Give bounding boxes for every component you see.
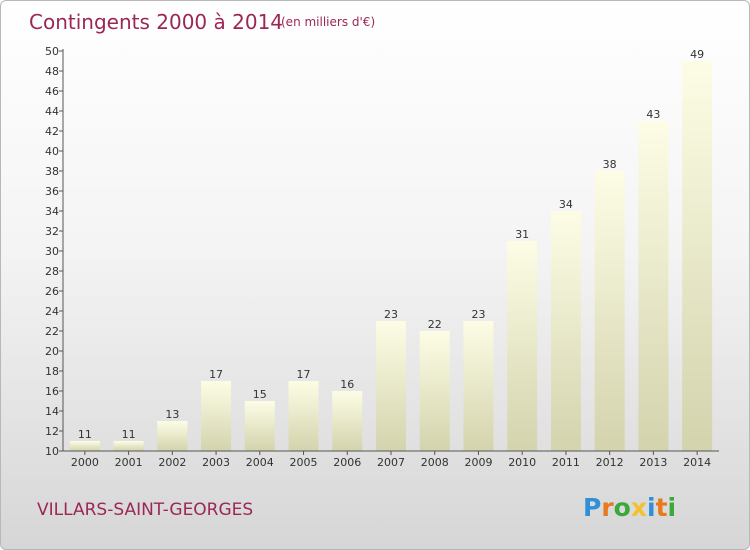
- y-tick-label: 24: [45, 305, 59, 318]
- logo-letter: i: [647, 493, 656, 522]
- bar: [288, 381, 319, 451]
- y-tick-label: 28: [45, 265, 59, 278]
- bar-value-label: 17: [297, 368, 311, 381]
- y-tick-label: 40: [45, 145, 59, 158]
- x-tick-label: 2003: [202, 456, 230, 469]
- bar: [201, 381, 232, 451]
- y-tick-label: 42: [45, 125, 59, 138]
- bar: [550, 211, 581, 451]
- x-tick-label: 2009: [464, 456, 492, 469]
- bar-value-label: 13: [165, 408, 179, 421]
- bar-value-label: 34: [559, 198, 573, 211]
- x-tick-label: 2006: [333, 456, 361, 469]
- logo-letter: t: [656, 493, 668, 522]
- x-tick-label: 2014: [683, 456, 711, 469]
- bar: [244, 401, 275, 451]
- bar-value-label: 17: [209, 368, 223, 381]
- bar-value-label: 15: [253, 388, 267, 401]
- bar: [69, 441, 100, 451]
- x-tick-label: 2012: [596, 456, 624, 469]
- bar-value-label: 23: [471, 308, 485, 321]
- y-tick-label: 50: [45, 45, 59, 58]
- bar: [157, 421, 188, 451]
- bar-value-label: 16: [340, 378, 354, 391]
- y-tick-label: 20: [45, 345, 59, 358]
- x-tick-label: 2001: [115, 456, 143, 469]
- y-tick-label: 22: [45, 325, 59, 338]
- x-tick-label: 2007: [377, 456, 405, 469]
- chart-title: Contingents 2000 à 2014: [29, 10, 283, 34]
- bar-value-label: 49: [690, 48, 704, 61]
- y-tick-label: 46: [45, 85, 59, 98]
- logo-letter: x: [631, 493, 647, 522]
- bar: [463, 321, 494, 451]
- y-tick-label: 34: [45, 205, 59, 218]
- bar-value-label: 22: [428, 318, 442, 331]
- bar-value-label: 23: [384, 308, 398, 321]
- y-tick-label: 30: [45, 245, 59, 258]
- proxiti-logo: Proxiti: [583, 493, 676, 522]
- x-tick-label: 2013: [639, 456, 667, 469]
- bar-value-label: 31: [515, 228, 529, 241]
- bar-value-label: 11: [122, 428, 136, 441]
- bar: [594, 171, 625, 451]
- bar: [419, 331, 450, 451]
- x-tick-label: 2011: [552, 456, 580, 469]
- y-tick-label: 38: [45, 165, 59, 178]
- y-tick-label: 18: [45, 365, 59, 378]
- x-tick-label: 2000: [71, 456, 99, 469]
- bar: [638, 121, 669, 451]
- bar: [376, 321, 406, 451]
- bar: [507, 241, 538, 451]
- x-tick-label: 2008: [421, 456, 449, 469]
- bar: [332, 391, 363, 451]
- y-axis: 10 12 14 16 18 20 22 24 26 28 30 32 34 36 38 40 42 44 46 48…: [45, 45, 64, 458]
- x-axis: 2000 2001 2002 2003 2004 2005 2006 2007 2008 2009…: [63, 450, 719, 469]
- y-tick-label: 10: [45, 445, 59, 458]
- bar: [682, 61, 713, 451]
- y-tick-label: 16: [45, 385, 59, 398]
- commune-name: VILLARS-SAINT-GEORGES: [37, 500, 253, 520]
- bar-value-label: 11: [78, 428, 92, 441]
- chart-subtitle: (en milliers d'€): [281, 15, 375, 29]
- y-tick-label: 12: [45, 425, 59, 438]
- bar-value-label: 38: [603, 158, 617, 171]
- logo-letter: r: [601, 493, 614, 522]
- x-tick-label: 2010: [508, 456, 536, 469]
- y-tick-label: 32: [45, 225, 59, 238]
- logo-letter: o: [614, 493, 631, 522]
- y-tick-label: 48: [45, 65, 59, 78]
- x-tick-label: 2002: [158, 456, 186, 469]
- logo-letter: i: [668, 493, 677, 522]
- logo-letter: P: [583, 493, 601, 522]
- y-tick-label: 26: [45, 285, 59, 298]
- x-tick-label: 2004: [246, 456, 274, 469]
- y-tick-label: 44: [45, 105, 59, 118]
- y-tick-label: 14: [45, 405, 59, 418]
- bars-group: 11 11 13 17 15 17 16 23 22 23 31 34 38 43 49: [69, 48, 713, 451]
- bar-value-label: 43: [646, 108, 660, 121]
- x-tick-label: 2005: [290, 456, 318, 469]
- y-tick-label: 36: [45, 185, 59, 198]
- bar: [113, 441, 144, 451]
